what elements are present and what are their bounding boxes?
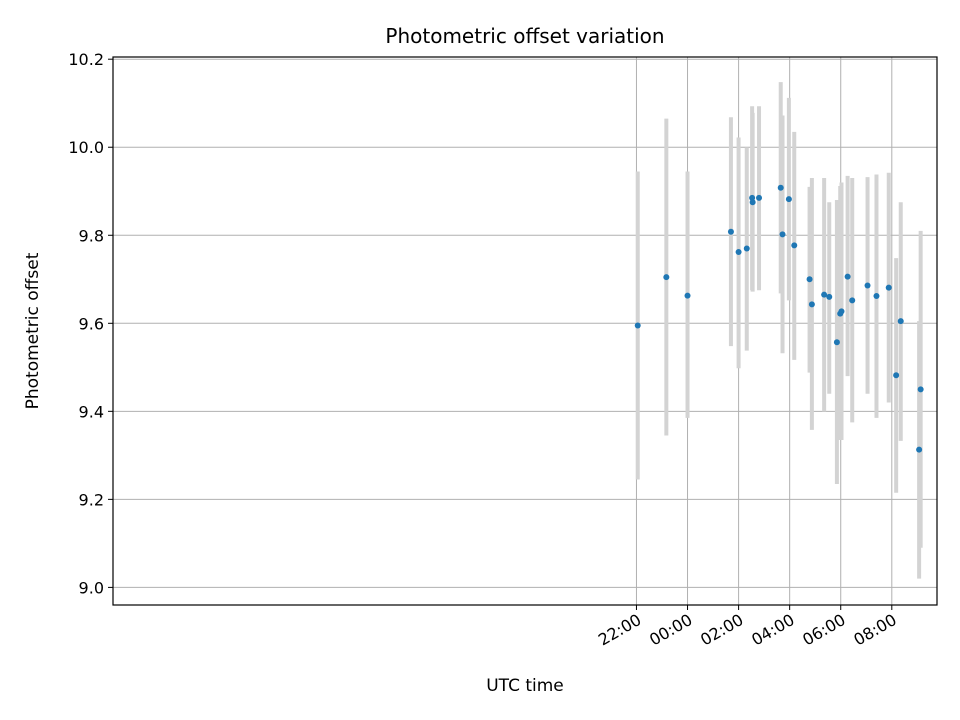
chart-title: Photometric offset variation [385, 24, 664, 48]
data-point [849, 297, 856, 304]
data-point [779, 231, 786, 238]
y-tick-label: 9.8 [79, 226, 104, 245]
data-points [634, 184, 924, 453]
data-point [777, 184, 784, 191]
data-point [838, 308, 845, 315]
data-point [663, 274, 670, 281]
y-tick-label: 10.2 [68, 50, 104, 69]
y-axis-ticks: 9.0 9.2 9.4 9.6 9.8 10.0 10.2 [68, 50, 113, 597]
data-point [735, 248, 742, 255]
data-point [785, 196, 792, 203]
data-point [917, 386, 924, 393]
y-tick-label: 10.0 [68, 138, 104, 157]
data-point [756, 194, 763, 201]
data-point [749, 199, 756, 206]
plot-area-frame [112, 56, 938, 606]
data-point [916, 446, 923, 453]
y-tick-label: 9.6 [79, 314, 104, 333]
data-point [821, 291, 828, 298]
y-axis-label: Photometric offset [23, 252, 43, 409]
y-tick-label: 9.0 [79, 578, 104, 597]
data-point [806, 276, 813, 283]
data-point [727, 228, 734, 235]
data-point [893, 372, 900, 379]
data-point [864, 282, 871, 289]
data-point [826, 293, 833, 300]
data-point [885, 284, 892, 291]
data-point [873, 293, 880, 300]
data-point [833, 339, 840, 346]
data-point [844, 273, 851, 280]
y-tick-label: 9.4 [79, 402, 104, 421]
data-point [684, 292, 691, 299]
data-point [897, 318, 904, 325]
y-tick-label: 9.2 [79, 490, 104, 509]
data-point [808, 301, 815, 308]
data-point [749, 194, 756, 201]
data-point [634, 322, 641, 329]
data-point [791, 242, 798, 249]
x-axis-label: UTC time [486, 676, 564, 696]
data-point [743, 245, 750, 252]
